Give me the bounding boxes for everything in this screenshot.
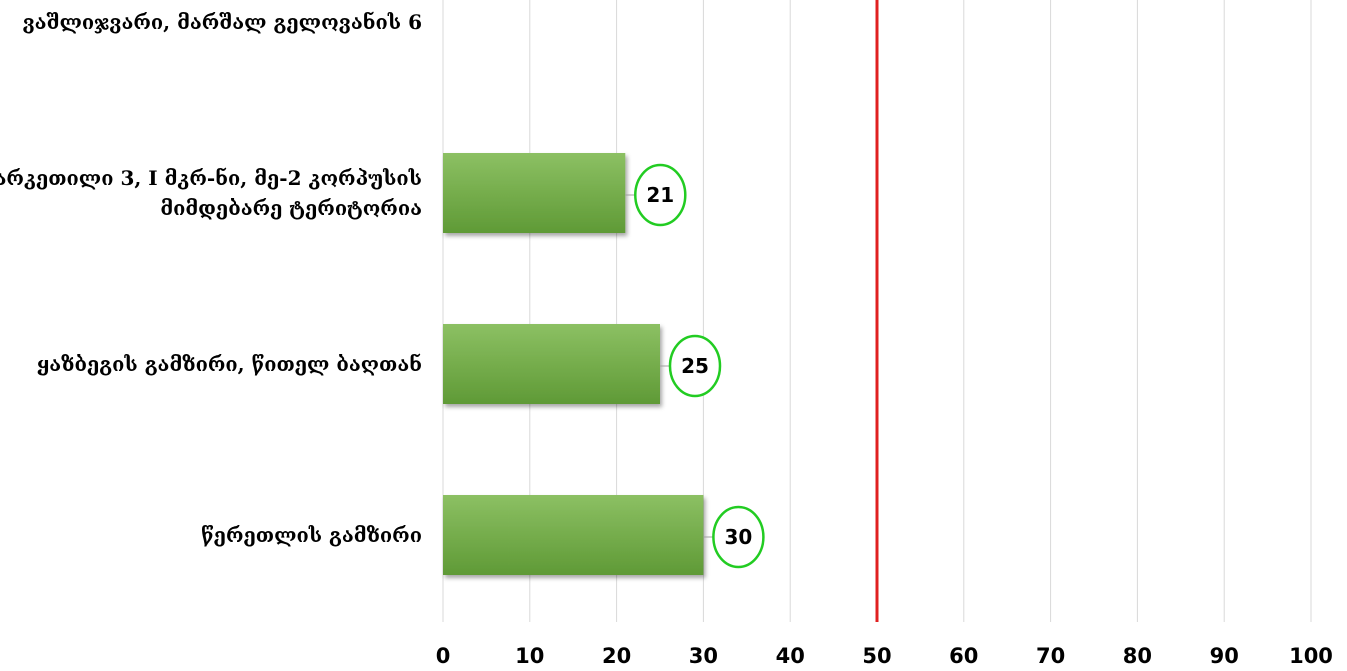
- x-tick-label-50: 50: [862, 644, 891, 668]
- category-label-1: ვარკეთილი 3, I მკრ-ნი, მე-2 კორპუსის მიმდ…: [0, 166, 422, 220]
- x-tick-label-10: 10: [515, 644, 544, 668]
- x-tick-label-80: 80: [1123, 644, 1152, 668]
- x-tick-label-40: 40: [776, 644, 805, 668]
- data-label-circle-3: [712, 505, 765, 569]
- x-tick-label-60: 60: [949, 644, 978, 668]
- bar-3: [443, 495, 704, 575]
- category-label-line: ვაშლიჯვარი, მარშალ გელოვანის 6: [22, 10, 422, 34]
- category-label-line: წერეთლის გამზირი: [201, 523, 422, 547]
- category-label-0: ვაშლიჯვარი, მარშალ გელოვანის 6: [22, 10, 422, 34]
- category-label-line: ყაზბეგის გამზირი, წითელ ბაღთან: [37, 352, 422, 376]
- bars: [443, 153, 704, 575]
- data-label-circle-1: [634, 163, 687, 227]
- x-tick-label-90: 90: [1210, 644, 1239, 668]
- category-label-3: წერეთლის გამზირი: [201, 523, 422, 547]
- x-tick-label-20: 20: [602, 644, 631, 668]
- category-label-line: მიმდებარე ტერიტორია: [160, 196, 422, 220]
- data-label-1: 21: [646, 183, 674, 207]
- category-label-2: ყაზბეგის გამზირი, წითელ ბაღთან: [37, 352, 422, 376]
- x-tick-label-70: 70: [1036, 644, 1065, 668]
- data-label-3: 30: [724, 525, 752, 549]
- x-axis-ticks: 0 10 20 30 40 50 60 70 80 90 100: [436, 644, 1333, 668]
- x-tick-label-30: 30: [689, 644, 718, 668]
- category-label-line: ვარკეთილი 3, I მკრ-ნი, მე-2 კორპუსის: [0, 166, 422, 190]
- x-tick-label-100: 100: [1289, 644, 1333, 668]
- data-label-2: 25: [681, 354, 709, 378]
- bar-2: [443, 324, 660, 404]
- data-labels: 21 25 30: [625, 163, 765, 569]
- category-labels: ვაშლიჯვარი, მარშალ გელოვანის 6 ვარკეთილი …: [0, 10, 422, 547]
- bar-1: [443, 153, 626, 233]
- data-label-circle-2: [668, 334, 722, 398]
- x-tick-label-0: 0: [436, 644, 451, 668]
